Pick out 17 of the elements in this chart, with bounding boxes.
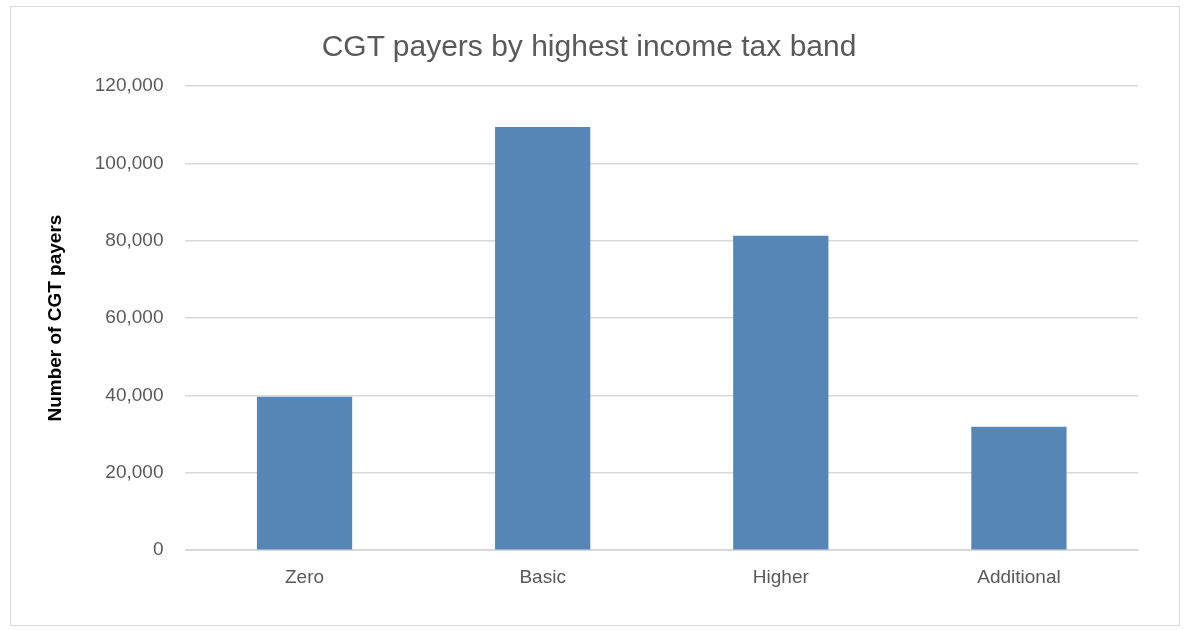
x-tick-label: Additional — [977, 565, 1061, 587]
bar — [256, 396, 353, 550]
x-tick-label: Higher — [752, 565, 810, 587]
bar — [495, 127, 591, 550]
y-tick-label: 60,000 — [105, 306, 164, 328]
x-tick-label: Basic — [519, 565, 566, 587]
y-axis-title: Number of CGT payers — [43, 214, 65, 422]
y-tick-label: 80,000 — [105, 228, 164, 250]
bar — [971, 426, 1067, 550]
chart-title: CGT payers by highest income tax band — [321, 29, 857, 63]
bar — [733, 235, 829, 550]
y-tick-label: 20,000 — [105, 461, 164, 483]
y-tick-label: 40,000 — [105, 383, 164, 405]
y-tick-label: 0 — [152, 538, 164, 560]
x-tick-label: Zero — [285, 565, 325, 587]
y-tick-label: 120,000 — [94, 74, 164, 96]
y-tick-label: 100,000 — [94, 151, 164, 173]
